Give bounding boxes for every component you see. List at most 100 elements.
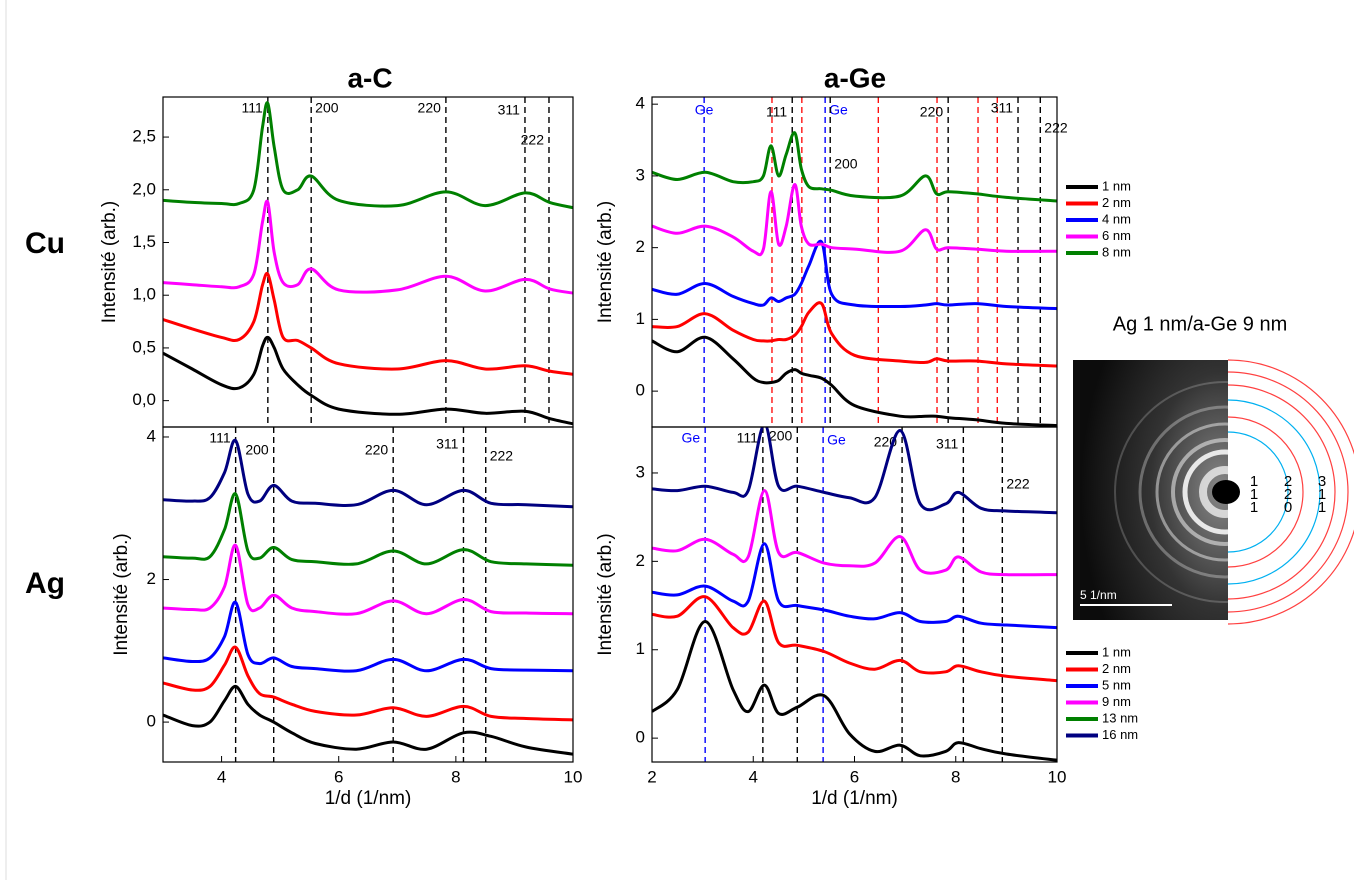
reference-label: 222 [521,132,545,148]
y-tick-label: 2 [636,551,645,570]
legend-label: 5 nm [1102,677,1131,692]
reference-label: 200 [834,156,858,172]
legend-label: 13 nm [1102,710,1138,725]
reference-label: 311 [498,102,521,118]
data-line [652,542,1057,630]
y-tick-label: 2 [147,569,156,588]
legend-label: 2 nm [1102,195,1131,210]
column-title: a-Ge [824,62,886,93]
tem-image: 5 1/nm [1073,360,1336,620]
y-tick-label: 4 [147,426,156,445]
reference-label: 311 [436,436,459,452]
legend-label: 16 nm [1102,727,1138,742]
ring-label: 1 [1250,486,1258,503]
ring-label: 2 [1284,473,1292,490]
reference-label: 200 [315,100,339,116]
reference-label: 220 [418,100,442,116]
y-tick-label: 2,0 [132,179,156,198]
ring-label: 0 [1284,499,1292,516]
legend-label: 2 nm [1102,661,1131,676]
y-tick-label: 3 [636,165,645,184]
x-tick-label: 4 [217,767,226,786]
data-line [652,183,1057,257]
reference-label: 222 [1044,120,1068,136]
reference-label: 222 [1006,476,1030,492]
x-tick-label: 8 [951,767,960,786]
x-axis-label: 1/d (1/nm) [811,788,898,809]
y-axis-label: Intensité (arb.) [99,201,120,324]
row-label: Cu [25,227,65,260]
ring-arcs [1227,359,1354,625]
data-line [163,199,573,295]
data-line [652,131,1057,203]
reference-label: Ge [681,430,700,446]
reference-label: 311 [936,436,959,452]
reference-label: Ge [827,432,846,448]
y-tick-label: 3 [636,462,645,481]
y-axis-label: Intensité (arb.) [595,533,616,656]
reference-label: 220 [365,442,389,458]
legend-label: 4 nm [1102,211,1131,226]
ring-label: 1 [1250,473,1258,490]
y-tick-label: 2,5 [132,127,156,146]
x-tick-label: 10 [564,767,583,786]
y-tick-label: 0,0 [132,390,156,409]
data-line [163,600,573,673]
y-tick-label: 0,5 [132,337,156,356]
legend-label: 1 nm [1102,178,1131,193]
y-tick-label: 2 [636,237,645,256]
reference-label: 220 [920,104,944,120]
legend-label: 6 nm [1102,228,1131,243]
reference-label: 111 [737,430,758,446]
y-tick-label: 0 [636,728,645,747]
reference-label: 311 [991,100,1014,116]
ring-label: 3 [1318,473,1326,490]
data-line [652,489,1057,577]
legend-label: 9 nm [1102,694,1131,709]
reference-label: Ge [695,102,714,118]
y-tick-label: 1 [636,639,645,658]
y-tick-label: 0 [147,712,156,731]
data-line [163,543,573,616]
legend-label: 1 nm [1102,644,1131,659]
beam-stop [1212,480,1240,504]
reference-label: 200 [769,428,793,444]
data-line [652,239,1057,311]
ring-label: 1 [1250,499,1258,516]
data-line [652,335,1057,427]
data-line [652,620,1057,762]
ring-label: 2 [1284,486,1292,503]
ring-label: 1 [1318,499,1326,516]
row-label: Ag [25,567,65,600]
scale-bar-label: 5 1/nm [1080,588,1117,602]
ring-label: 1 [1318,486,1326,503]
x-axis-label: 1/d (1/nm) [325,788,412,809]
data-line [163,101,573,210]
y-tick-label: 0 [636,381,645,400]
y-tick-label: 1,5 [132,232,156,251]
data-line [163,335,573,426]
data-line [163,271,573,376]
x-tick-label: 6 [850,767,859,786]
diffraction-rings [1114,381,1336,603]
data-line [163,492,573,567]
reference-label: Ge [829,102,848,118]
reference-label: 111 [766,104,787,120]
column-title: a-C [347,62,392,93]
y-tick-label: 1 [636,309,645,328]
x-tick-label: 4 [749,767,758,786]
x-tick-label: 2 [647,767,656,786]
inset-title: Ag 1 nm/a-Ge 9 nm [1113,313,1288,335]
x-tick-label: 6 [334,767,343,786]
data-line [163,645,573,722]
data-line [163,684,573,756]
plot-frame [162,426,574,763]
data-line [652,301,1057,368]
reference-label: 222 [490,448,514,464]
y-axis-label: Intensité (arb.) [111,533,132,656]
legend-label: 8 nm [1102,244,1131,259]
data-line [652,427,1057,515]
